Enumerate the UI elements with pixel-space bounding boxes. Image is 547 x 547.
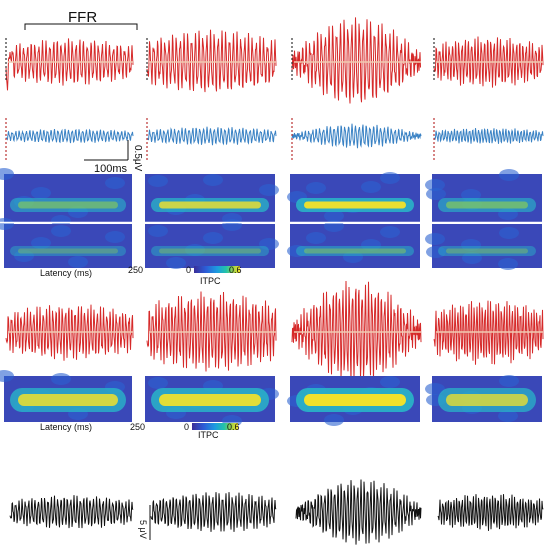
itpc-upper-bottom-noise-2-2	[222, 219, 242, 231]
blue-trace-2	[146, 126, 277, 146]
itpc-upper-top-noise-2-3	[259, 184, 279, 196]
colorbar-2-min: 0	[184, 422, 189, 432]
itpc-upper-bottom-noise-1-1	[31, 237, 51, 249]
itpc-heatmap-row-lower	[0, 370, 542, 427]
itpc-lower-noise-1-0	[0, 370, 14, 382]
itpc-upper-bottom-band-inner-4	[446, 248, 528, 254]
itpc-lower-noise-1-5	[51, 373, 71, 385]
itpc-upper-bottom-noise-4-2	[425, 233, 445, 245]
latency-label-2: Latency (ms)	[40, 422, 92, 432]
itpc-upper-top-noise-3-0	[306, 182, 326, 194]
blue-trace-4	[433, 127, 544, 144]
colorbar-1-max: 0.6	[229, 265, 242, 275]
red-waveform-row-1	[5, 17, 544, 104]
itpc-upper-bottom-noise-2-5	[203, 232, 223, 244]
itpc-upper-top-noise-3-4	[324, 210, 344, 222]
itpc-lower-noise-3-2	[380, 376, 400, 388]
itpc-heatmap-row-upper	[0, 168, 547, 270]
red-ffr-trace-1	[5, 38, 134, 91]
itpc-upper-bottom-noise-4-4	[499, 227, 519, 239]
itpc-upper-bottom-noise-2-3	[259, 238, 279, 250]
red-mid-trace-4	[433, 300, 544, 365]
itpc-upper-bottom-noise-4-0	[461, 239, 481, 251]
itpc-upper-top-noise-4-4	[499, 169, 519, 181]
red-mid-trace-3	[291, 280, 422, 383]
itpc-upper-top-noise-1-0	[0, 168, 14, 180]
red-ffr-trace-4	[433, 36, 544, 88]
itpc-upper-bottom-noise-2-1	[185, 244, 205, 256]
itpc-lower-noise-4-1	[498, 410, 518, 422]
ffr-bracket	[24, 23, 138, 30]
time-scale-label: 100ms	[94, 163, 128, 175]
itpc-upper-top-noise-4-2	[425, 179, 445, 191]
latency-label-1: Latency (ms)	[40, 268, 92, 278]
itpc-upper-top-noise-1-1	[31, 187, 51, 199]
red-ffr-trace-3	[291, 17, 421, 104]
itpc-upper-bottom-noise-1-3	[105, 231, 125, 243]
itpc-upper-bottom-noise-1-2	[68, 256, 88, 268]
amp-scale-label: 0.5μV	[132, 145, 143, 172]
colorbar-1-label: ITPC	[200, 276, 221, 286]
red-waveform-row-2	[5, 280, 544, 383]
annotations: FFR 100ms 0.5μV 0 0.6 ITPC Latency (ms) …	[24, 9, 242, 540]
itpc-lower-band-inner-4	[446, 394, 528, 406]
colorbar-1-min: 0	[186, 265, 191, 275]
latency-max-2: 250	[130, 422, 145, 432]
itpc-upper-bottom-noise-4-1	[498, 258, 518, 270]
itpc-upper-bottom-cell-4	[432, 224, 542, 268]
amp-scale-label-2: 5 μV	[138, 520, 148, 539]
itpc-upper-bottom-band-outer-3	[296, 246, 414, 256]
itpc-upper-top-noise-3-2	[380, 172, 400, 184]
itpc-upper-bottom-noise-2-0	[148, 225, 168, 237]
itpc-upper-top-band-inner-4	[446, 201, 528, 209]
itpc-upper-bottom-noise-1-0	[0, 218, 14, 230]
itpc-upper-bottom-band-outer-2	[151, 246, 269, 256]
itpc-upper-bottom-noise-4-5	[426, 246, 446, 258]
itpc-upper-top-noise-2-5	[203, 174, 223, 186]
latency-max-1: 250	[128, 265, 143, 275]
itpc-upper-top-band-inner-1	[18, 201, 118, 209]
itpc-upper-bottom-noise-1-5	[51, 225, 71, 237]
itpc-lower-band-inner-2	[159, 394, 261, 406]
itpc-upper-top-noise-4-5	[426, 188, 446, 200]
stimulus-trace-2	[150, 492, 277, 532]
itpc-lower-noise-2-0	[148, 377, 168, 389]
colorbar-1	[194, 266, 240, 273]
itpc-upper-top-noise-3-5	[361, 181, 381, 193]
itpc-upper-bottom-band-inner-1	[18, 248, 118, 254]
itpc-upper-top-noise-2-0	[148, 175, 168, 187]
stimulus-trace-4	[437, 494, 544, 531]
itpc-lower-band-inner-1	[18, 394, 118, 406]
itpc-upper-bottom-noise-3-0	[306, 232, 326, 244]
itpc-upper-top-noise-1-3	[105, 177, 125, 189]
red-mid-trace-1	[5, 304, 134, 361]
ffr-label: FFR	[68, 9, 97, 26]
stimulus-waveform-row	[9, 479, 544, 545]
colorbar-2-label: ITPC	[198, 430, 219, 440]
colorbar-2	[192, 423, 238, 430]
red-ffr-trace-2	[146, 29, 277, 93]
itpc-upper-bottom-band-outer-1	[10, 246, 126, 256]
itpc-upper-bottom-band-inner-2	[159, 248, 261, 254]
itpc-upper-bottom-band-outer-4	[438, 246, 536, 256]
itpc-lower-noise-4-4	[499, 375, 519, 387]
itpc-upper-bottom-noise-4-3	[462, 252, 482, 264]
itpc-upper-bottom-noise-2-4	[166, 257, 186, 269]
blue-trace-3	[291, 123, 422, 149]
itpc-lower-noise-3-4	[324, 414, 344, 426]
blue-trace-1	[5, 128, 134, 144]
itpc-upper-bottom-noise-1-4	[14, 250, 34, 262]
colorbar-2-max: 0.6	[227, 422, 240, 432]
stimulus-trace-3	[295, 479, 422, 545]
itpc-upper-top-band-inner-2	[159, 201, 261, 209]
red-mid-trace-2	[146, 291, 277, 372]
blue-waveform-row	[5, 118, 544, 160]
itpc-upper-top-band-inner-3	[304, 201, 406, 209]
itpc-lower-band-inner-3	[304, 394, 406, 406]
itpc-upper-bottom-noise-3-2	[380, 226, 400, 238]
stimulus-trace-1	[9, 495, 134, 529]
itpc-upper-bottom-band-inner-3	[304, 248, 406, 254]
itpc-lower-noise-4-2	[425, 383, 445, 395]
